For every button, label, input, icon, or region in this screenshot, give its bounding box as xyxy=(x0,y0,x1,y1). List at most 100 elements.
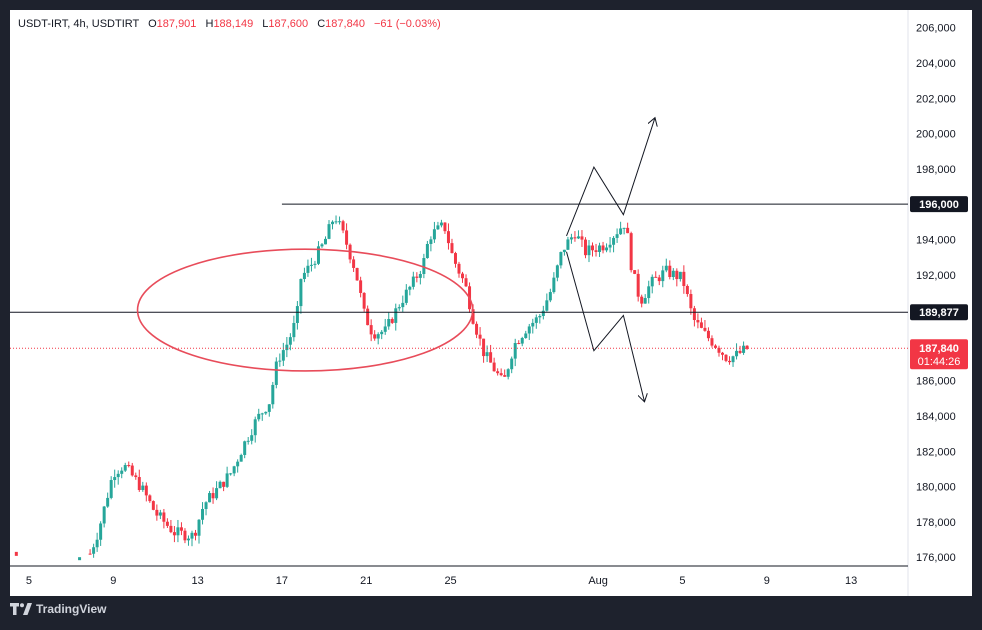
candle-down[interactable] xyxy=(341,221,345,231)
candle-up[interactable] xyxy=(520,337,524,344)
candle-down[interactable] xyxy=(222,481,226,487)
candle-down[interactable] xyxy=(517,343,521,345)
candle-down[interactable] xyxy=(453,253,457,264)
candle-down[interactable] xyxy=(144,485,148,496)
candle-down[interactable] xyxy=(165,521,169,526)
candle-up[interactable] xyxy=(559,252,563,266)
candle-up[interactable] xyxy=(215,488,219,499)
candle-up[interactable] xyxy=(506,369,510,377)
candle-down[interactable] xyxy=(134,475,138,478)
candle-up[interactable] xyxy=(661,270,665,282)
candle-up[interactable] xyxy=(197,519,201,536)
candle-down[interactable] xyxy=(583,239,587,256)
candle-down[interactable] xyxy=(478,334,482,339)
candle-down[interactable] xyxy=(172,532,176,536)
candle-down[interactable] xyxy=(211,493,215,499)
candle-down[interactable] xyxy=(471,309,475,324)
candle-up[interactable] xyxy=(158,512,162,516)
candle-up[interactable] xyxy=(106,497,110,507)
candle-down[interactable] xyxy=(703,327,707,331)
candle-up[interactable] xyxy=(316,246,320,264)
candle-down[interactable] xyxy=(675,270,679,280)
candle-up[interactable] xyxy=(208,493,212,503)
candle-up[interactable] xyxy=(78,557,82,561)
zigzag-arrow-drawing[interactable] xyxy=(566,251,645,402)
candle-up[interactable] xyxy=(204,502,208,509)
candle-up[interactable] xyxy=(422,258,426,274)
candle-up[interactable] xyxy=(541,310,545,316)
candle-down[interactable] xyxy=(450,243,454,254)
candle-up[interactable] xyxy=(615,234,619,238)
candle-up[interactable] xyxy=(425,243,429,259)
candle-up[interactable] xyxy=(323,238,327,245)
candle-up[interactable] xyxy=(141,485,145,491)
candle-down[interactable] xyxy=(580,236,584,240)
candle-up[interactable] xyxy=(605,247,609,251)
candle-down[interactable] xyxy=(369,325,373,335)
candle-up[interactable] xyxy=(562,249,566,253)
candle-up[interactable] xyxy=(260,413,264,415)
candle-down[interactable] xyxy=(362,292,366,309)
candle-up[interactable] xyxy=(534,317,538,323)
candle-down[interactable] xyxy=(390,319,394,323)
candle-down[interactable] xyxy=(601,245,605,251)
candle-up[interactable] xyxy=(288,337,292,345)
candle-up[interactable] xyxy=(569,237,573,240)
candle-up[interactable] xyxy=(327,224,331,239)
candle-down[interactable] xyxy=(496,371,500,374)
candle-up[interactable] xyxy=(232,466,236,474)
candle-up[interactable] xyxy=(218,481,222,489)
candle-up[interactable] xyxy=(190,532,194,539)
candle-down[interactable] xyxy=(179,527,183,531)
candle-down[interactable] xyxy=(127,465,131,467)
candle-up[interactable] xyxy=(664,265,668,271)
candle-down[interactable] xyxy=(724,354,728,361)
candle-up[interactable] xyxy=(404,289,408,303)
ellipse-drawing[interactable] xyxy=(136,248,474,372)
candle-up[interactable] xyxy=(281,350,285,361)
candle-up[interactable] xyxy=(411,276,415,287)
candle-up[interactable] xyxy=(239,454,243,462)
candle-up[interactable] xyxy=(246,440,250,442)
candle-up[interactable] xyxy=(313,263,317,265)
candle-up[interactable] xyxy=(566,239,570,250)
candle-up[interactable] xyxy=(735,350,739,357)
candle-up[interactable] xyxy=(622,227,626,229)
candle-down[interactable] xyxy=(457,263,461,274)
candle-up[interactable] xyxy=(201,508,205,520)
candle-down[interactable] xyxy=(713,345,717,348)
candle-down[interactable] xyxy=(148,495,152,502)
candle-up[interactable] xyxy=(387,319,391,327)
candle-up[interactable] xyxy=(598,245,602,252)
candle-down[interactable] xyxy=(137,477,141,491)
candle-down[interactable] xyxy=(682,271,686,286)
candle-down[interactable] xyxy=(489,352,493,363)
candle-down[interactable] xyxy=(657,277,661,282)
candle-up[interactable] xyxy=(271,384,275,405)
candle-down[interactable] xyxy=(14,551,18,556)
candle-down[interactable] xyxy=(594,250,598,252)
candle-up[interactable] xyxy=(331,221,335,225)
candle-down[interactable] xyxy=(710,338,714,346)
candle-up[interactable] xyxy=(587,245,591,256)
candle-up[interactable] xyxy=(545,300,549,311)
candle-up[interactable] xyxy=(99,523,103,540)
candle-down[interactable] xyxy=(668,265,672,278)
candle-down[interactable] xyxy=(492,362,496,372)
candle-down[interactable] xyxy=(738,350,742,353)
candle-up[interactable] xyxy=(338,221,342,223)
candle-up[interactable] xyxy=(429,239,433,244)
candle-down[interactable] xyxy=(88,553,92,555)
candle-up[interactable] xyxy=(436,225,440,230)
candle-up[interactable] xyxy=(109,480,113,498)
candle-up[interactable] xyxy=(95,539,99,548)
candle-up[interactable] xyxy=(555,265,559,278)
candle-up[interactable] xyxy=(548,292,552,301)
candle-up[interactable] xyxy=(678,271,682,280)
candle-down[interactable] xyxy=(696,320,700,323)
candle-up[interactable] xyxy=(401,302,405,308)
candlestick-chart[interactable]: 176,000 178,000 180,000 182,000 184,000 186,0… xyxy=(10,10,972,596)
candle-up[interactable] xyxy=(309,264,313,266)
candle-up[interactable] xyxy=(274,361,278,385)
candle-up[interactable] xyxy=(432,229,436,240)
